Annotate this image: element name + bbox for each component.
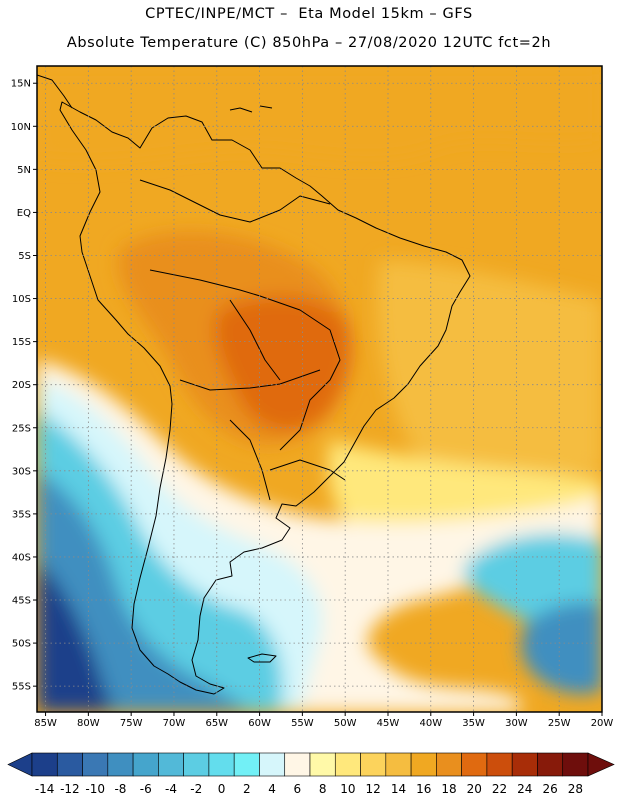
lon-tick-label: 65W (205, 718, 228, 729)
colorbar-label: 20 (467, 782, 482, 796)
lon-tick-label: 50W (334, 718, 357, 729)
coastlines (37, 74, 471, 695)
colorbar-bin (309, 752, 336, 777)
lon-tick-label: 85W (34, 718, 57, 729)
colorbar-bin (107, 752, 134, 777)
colorbar-bin (31, 752, 58, 777)
colorbar-label: 18 (441, 782, 456, 796)
colorbar-label: 24 (517, 782, 532, 796)
lat-tick-label: 45S (12, 596, 31, 607)
lon-tick-label: 40W (419, 718, 442, 729)
colorbar-bin (410, 752, 437, 777)
map-title-line1: CPTEC/INPE/MCT – Eta Model 15km – GFS (145, 6, 473, 22)
longitude-axis: 85W 80W 75W 70W 65W 60W 55W 50W 45W 40W 35W 30W 25W 2… (34, 712, 613, 729)
map-title-line2: Absolute Temperature (C) 850hPa – 27/08/… (66, 35, 552, 51)
colorbar-label: 0 (218, 782, 226, 796)
colorbar-label: -2 (190, 782, 202, 796)
colorbar-bin (537, 752, 564, 777)
latitude-axis: 15N 10N 5N EQ 5S 10S 15S 20S 25S 30S 35S 40S 45S 50S 5… (11, 79, 37, 693)
colorbar-min-triangle (7, 752, 33, 777)
lon-tick-label: 45W (377, 718, 400, 729)
colorbar-bin (461, 752, 488, 777)
lon-tick-label: 25W (548, 718, 571, 729)
colorbar-bin (208, 752, 235, 777)
colorbar-label: -14 (35, 782, 55, 796)
colorbar-bin (82, 752, 109, 777)
colorbar-label: 14 (391, 782, 406, 796)
lat-tick-label: 25S (12, 423, 31, 434)
colorbar-label: 12 (366, 782, 381, 796)
lat-tick-label: 15S (12, 337, 31, 348)
lon-tick-label: 80W (77, 718, 100, 729)
colorbar-label: 10 (340, 782, 355, 796)
colorbar-label: 16 (416, 782, 431, 796)
lon-tick-label: 60W (248, 718, 271, 729)
lat-tick-label: 5N (17, 165, 31, 176)
lon-tick-label: 70W (163, 718, 186, 729)
lon-tick-label: 20W (591, 718, 614, 729)
lat-tick-label: 35S (12, 509, 31, 520)
lat-tick-label: 5S (18, 251, 31, 262)
colorbar-label: -6 (140, 782, 152, 796)
colorbar-max-triangle (587, 752, 615, 777)
lon-tick-label: 75W (120, 718, 143, 729)
temperature-field (37, 66, 602, 712)
colorbar-bin (562, 752, 589, 777)
colorbar-label: 4 (268, 782, 276, 796)
colorbar-bin (436, 752, 462, 777)
colorbar-bin (56, 752, 83, 777)
lat-tick-label: 30S (12, 466, 31, 477)
colorbar-bin (486, 752, 513, 777)
colorbar-bin (334, 752, 361, 777)
colorbar-bin (284, 752, 311, 777)
colorbar-bin (158, 752, 184, 777)
lon-tick-label: 35W (462, 718, 485, 729)
colorbar-bin (233, 752, 260, 777)
colorbar-bin (183, 752, 210, 777)
lat-tick-label: 20S (12, 380, 31, 391)
colorbar-bin (511, 752, 538, 777)
lat-tick-label: 15N (11, 79, 31, 90)
colorbar-label: -12 (60, 782, 80, 796)
colorbar-label: -10 (85, 782, 105, 796)
colorbar: -14 -12 -10 -8 -6 -4 -2 0 2 4 6 8 10 12 14 16 18 20 22 24 26… (7, 752, 615, 796)
lat-tick-label: 10N (11, 122, 31, 133)
lat-tick-label: 10S (12, 294, 31, 305)
lat-tick-label: 40S (12, 552, 31, 563)
colorbar-label: 26 (542, 782, 557, 796)
colorbar-label: -4 (165, 782, 177, 796)
lat-tick-label: 55S (12, 682, 31, 693)
colorbar-label: 8 (319, 782, 327, 796)
colorbar-bin (132, 752, 159, 777)
colorbar-label: 22 (492, 782, 507, 796)
colorbar-label: 6 (294, 782, 302, 796)
colorbar-label: 28 (568, 782, 583, 796)
colorbar-bin (259, 752, 286, 777)
colorbar-bin (360, 752, 387, 777)
map-frame (36, 65, 603, 713)
colorbar-label: 2 (243, 782, 251, 796)
lat-tick-label: 50S (12, 639, 31, 650)
lon-tick-label: 55W (291, 718, 314, 729)
lon-tick-label: 30W (505, 718, 528, 729)
lat-tick-label: EQ (17, 208, 31, 219)
colorbar-bin (385, 752, 412, 777)
colorbar-label: -8 (114, 782, 126, 796)
